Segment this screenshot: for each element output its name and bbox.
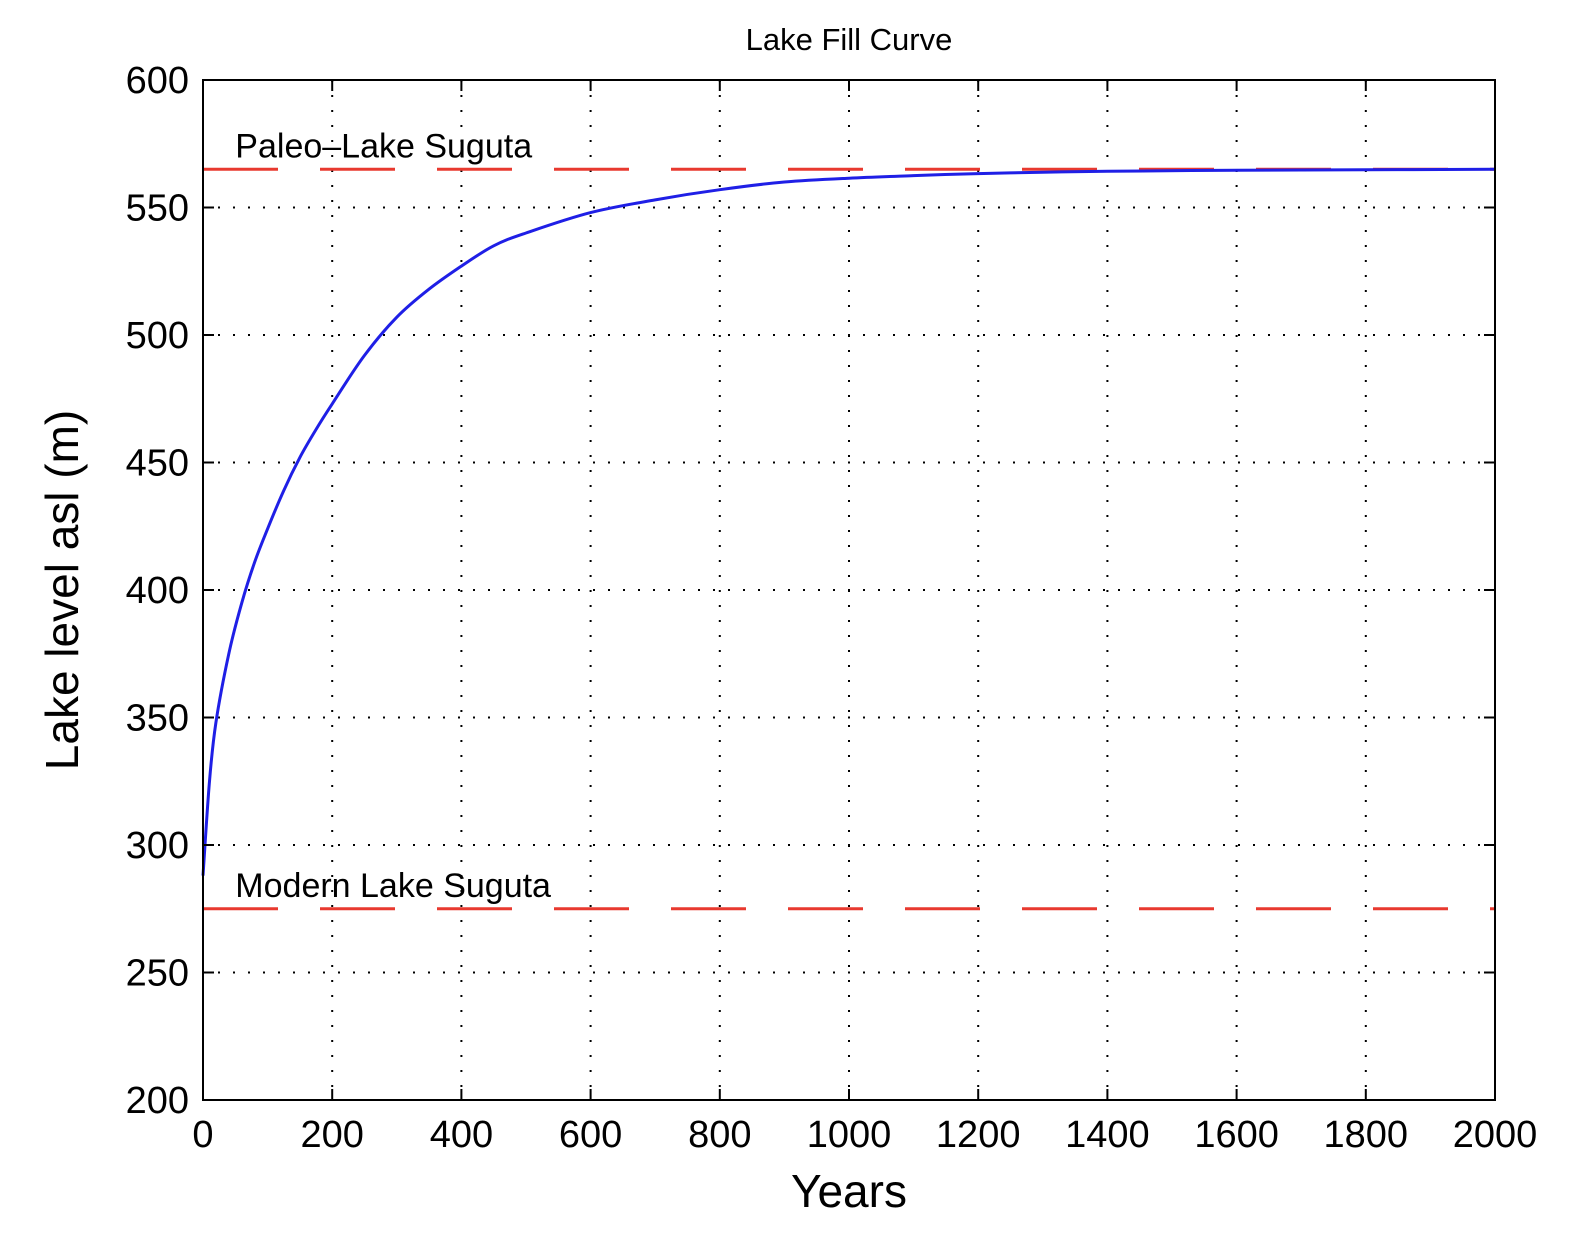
ticks: 0 200 400 600 800 1000 1200 1400 1600 1800 2000200… [126,60,1538,1156]
x-axis-label: Years [791,1165,907,1217]
y-tick-label: 500 [126,315,189,357]
y-tick-label: 350 [126,698,189,740]
x-tick-label: 1000 [807,1114,892,1156]
y-tick-label: 200 [126,1080,189,1122]
x-tick-label: 2000 [1453,1114,1538,1156]
x-tick-label: 1400 [1065,1114,1150,1156]
series-line [201,167,1496,876]
x-tick-label: 400 [430,1114,493,1156]
y-tick-label: 300 [126,825,189,867]
series [201,167,1496,876]
y-tick-label: 550 [126,188,189,230]
annotation-paleo-lake-suguta: Paleo–Lake Suguta [235,127,532,165]
y-axis-label: Lake level asl (m) [36,410,88,770]
grid [203,80,1495,1100]
x-tick-label: 800 [688,1114,751,1156]
y-tick-label: 450 [126,443,189,485]
annotation-modern-lake-suguta: Modern Lake Suguta [235,867,551,905]
y-tick-label: 400 [126,570,189,612]
x-tick-label: 1800 [1324,1114,1409,1156]
x-tick-label: 600 [559,1114,622,1156]
chart-title: Lake Fill Curve [746,22,953,57]
y-tick-label: 600 [126,60,189,102]
x-tick-label: 1200 [936,1114,1021,1156]
x-tick-label: 1600 [1194,1114,1279,1156]
y-tick-label: 250 [126,953,189,995]
reference-lines [203,167,1495,911]
x-tick-label: 200 [300,1114,363,1156]
x-tick-label: 0 [192,1114,213,1156]
